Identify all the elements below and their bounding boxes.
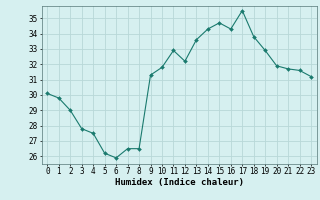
X-axis label: Humidex (Indice chaleur): Humidex (Indice chaleur) bbox=[115, 178, 244, 187]
